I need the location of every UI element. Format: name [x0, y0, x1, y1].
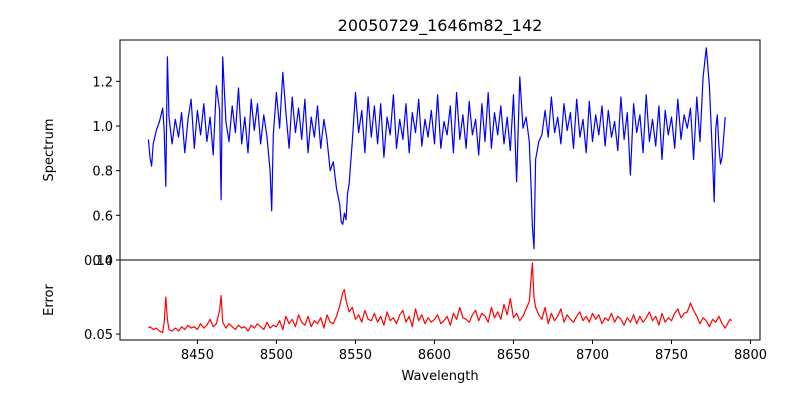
x-tick-label: 8600: [418, 348, 451, 363]
spectrum-y-tick-label: 0.8: [92, 165, 113, 180]
x-tick-label: 8450: [181, 348, 214, 363]
error-y-tick-label: 0.10: [84, 254, 113, 269]
x-tick-label: 8650: [497, 348, 530, 363]
spectrum-line-0: [147, 47, 726, 250]
x-axis-label: Wavelength: [401, 369, 478, 384]
error-panel: 0.05 0.10 8450 8500 8550 8600 8650 8700 8750 880…: [42, 254, 767, 363]
spectrum-y-tick-label: 0.6: [92, 209, 113, 224]
error-series: [148, 262, 732, 334]
chart-title: 20050729_1646m82_142: [338, 16, 543, 36]
error-y-ticks: 0.05 0.10: [84, 254, 120, 343]
spectrum-y-tick-label: 1.2: [92, 75, 113, 90]
error-y-axis-label: Error: [42, 284, 57, 316]
spectrum-y-tick-label: 1.0: [92, 120, 113, 135]
spectrum-panel: 0.4 0.6 0.8 1.0 1.2 Spectrum: [42, 39, 761, 269]
error-axes-frame: [119, 259, 761, 341]
x-tick-label: 8700: [576, 348, 609, 363]
x-axis-ticks: 8450 8500 8550 8600 8650 8700 8750 8800: [181, 340, 767, 363]
x-tick-label: 8500: [260, 348, 293, 363]
spectrum-series: [147, 47, 726, 250]
error-line-0: [148, 262, 732, 334]
error-y-tick-label: 0.05: [84, 328, 113, 343]
x-tick-label: 8800: [734, 348, 767, 363]
spectrum-y-ticks: 0.4 0.6 0.8 1.0 1.2: [92, 75, 120, 269]
x-tick-label: 8750: [655, 348, 688, 363]
spectrum-y-axis-label: Spectrum: [42, 119, 57, 182]
x-tick-label: 8550: [339, 348, 372, 363]
spectrum-y-tick-label: 0.4: [92, 254, 113, 269]
